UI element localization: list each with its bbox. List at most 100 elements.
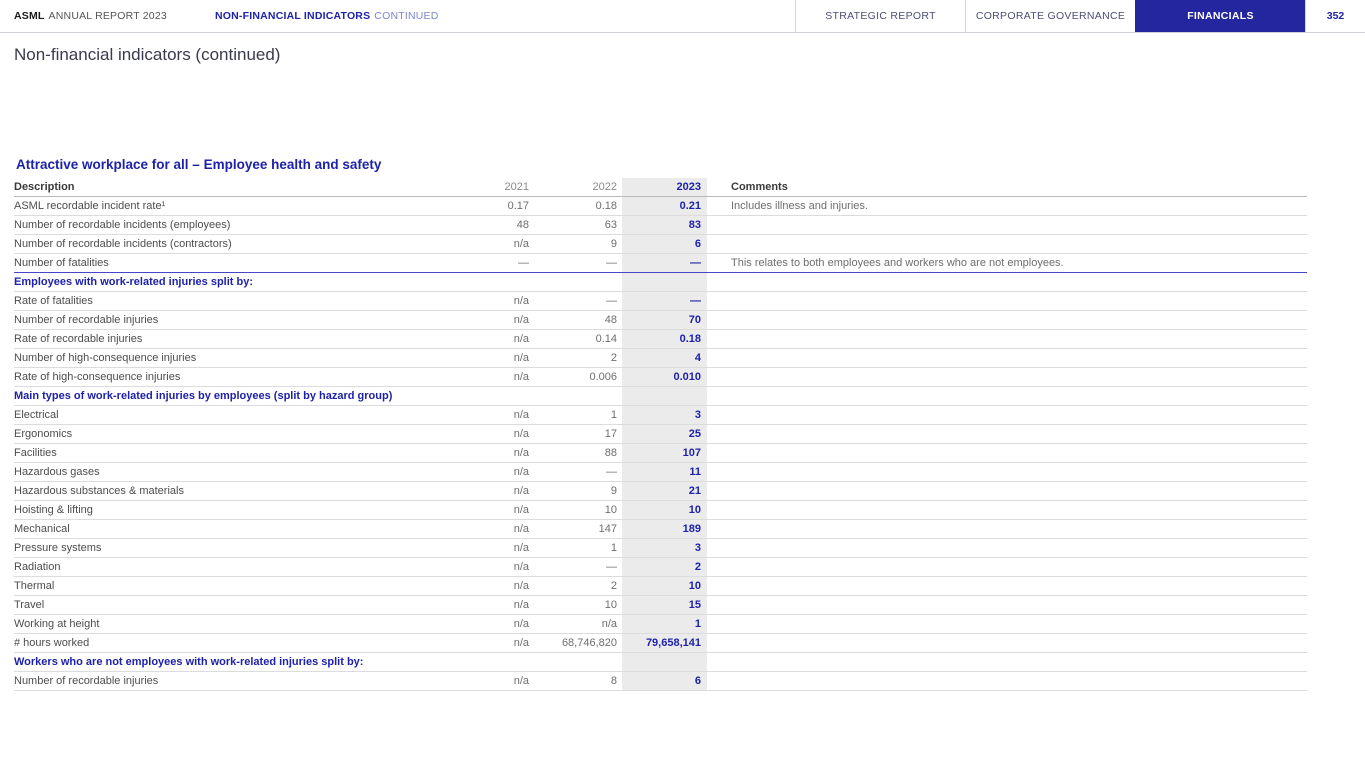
value-2023: 4: [622, 349, 707, 367]
value-2023: 70: [622, 311, 707, 329]
value-2022: —: [606, 561, 617, 573]
value-2022: 9: [610, 485, 617, 497]
value-2023: [622, 387, 707, 405]
value-2021: n/a: [513, 599, 529, 611]
row-comment: [707, 508, 1307, 512]
table-row: Pressure systems n/a 1 3: [14, 539, 1307, 558]
tab-corporate-governance[interactable]: CORPORATE GOVERNANCE: [965, 0, 1135, 32]
value-2022: 88: [604, 447, 617, 459]
value-2023: 79,658,141: [622, 634, 707, 652]
value-2021: 0.17: [507, 200, 529, 212]
value-2021: n/a: [513, 675, 529, 687]
row-label: Hazardous gases: [14, 466, 100, 478]
value-2022: 17: [604, 428, 617, 440]
value-2021: n/a: [513, 542, 529, 554]
value-2022: 0.18: [595, 200, 617, 212]
row-comment: [707, 584, 1307, 588]
row-comment: [707, 451, 1307, 455]
table-row: Working at height n/a n/a 1: [14, 615, 1307, 634]
table-row: Number of recordable incidents (contract…: [14, 235, 1307, 254]
row-comment: [707, 527, 1307, 531]
row-comment: [707, 223, 1307, 227]
row-comment: [707, 356, 1307, 360]
table-section-row: Workers who are not employees with work-…: [14, 653, 1307, 672]
value-2023: 10: [622, 577, 707, 595]
value-2021: [484, 394, 529, 398]
value-2023: 11: [622, 463, 707, 481]
table-row: Rate of recordable injuries n/a 0.14 0.18: [14, 330, 1307, 349]
row-label: Hazardous substances & materials: [14, 485, 184, 497]
row-comment: [707, 641, 1307, 645]
value-2023: 21: [622, 482, 707, 500]
row-label: Number of fatalities: [14, 257, 109, 269]
page-number: 352: [1305, 0, 1365, 32]
value-2023: 189: [622, 520, 707, 538]
column-header-2021: 2021: [504, 181, 529, 193]
table-row: Facilities n/a 88 107: [14, 444, 1307, 463]
value-2021: 48: [516, 219, 529, 231]
table-section-row: Main types of work-related injuries by e…: [14, 387, 1307, 406]
value-2021: n/a: [513, 504, 529, 516]
value-2023: [622, 273, 707, 291]
page-title: Non-financial indicators (continued): [14, 45, 281, 64]
table-row: Travel n/a 10 15: [14, 596, 1307, 615]
row-comment: [707, 470, 1307, 474]
table-row: Number of recordable injuries n/a 48 70: [14, 311, 1307, 330]
value-2021: n/a: [513, 561, 529, 573]
table-row: Hazardous substances & materials n/a 9 21: [14, 482, 1307, 501]
row-comment: [707, 622, 1307, 626]
value-2022: 0.14: [595, 333, 617, 345]
table-row: Rate of high-consequence injuries n/a 0.00…: [14, 368, 1307, 387]
row-comment: [707, 394, 1307, 398]
value-2021: [484, 660, 529, 664]
value-2021: —: [518, 257, 529, 269]
value-2021: n/a: [513, 580, 529, 592]
table-row: Number of high-consequence injuries n/a 2 4: [14, 349, 1307, 368]
value-2022: 1: [610, 409, 617, 421]
row-label: Main types of work-related injuries by e…: [14, 390, 393, 402]
table-section-title: Attractive workplace for all – Employee …: [16, 157, 382, 172]
row-label: Number of recordable incidents (employee…: [14, 219, 231, 231]
row-label: Workers who are not employees with work-…: [14, 656, 364, 668]
value-2021: n/a: [513, 447, 529, 459]
row-label: Rate of recordable injuries: [14, 333, 143, 345]
breadcrumb-suffix: CONTINUED: [374, 10, 439, 22]
row-label: ASML recordable incident rate¹: [14, 200, 166, 212]
row-label: Number of high-consequence injuries: [14, 352, 197, 364]
value-2021: n/a: [513, 466, 529, 478]
table-body: ASML recordable incident rate¹ 0.17 0.18 0.…: [14, 197, 1307, 691]
table-row: Number of recordable injuries n/a 8 6: [14, 672, 1307, 691]
column-header-2022: 2022: [592, 181, 617, 193]
table-row: Rate of fatalities n/a — —: [14, 292, 1307, 311]
row-label: Number of recordable incidents (contract…: [14, 238, 232, 250]
row-label: # hours worked: [14, 637, 90, 649]
value-2021: n/a: [513, 352, 529, 364]
value-2023: 15: [622, 596, 707, 614]
value-2022: n/a: [601, 618, 617, 630]
value-2023: 0.18: [622, 330, 707, 348]
report-brand: ASML ANNUAL REPORT 2023: [0, 0, 215, 32]
value-2022: 2: [610, 580, 617, 592]
value-2023: —: [622, 254, 707, 272]
value-2022: [529, 280, 617, 284]
value-2023: [622, 653, 707, 671]
table-row: Number of recordable incidents (employee…: [14, 216, 1307, 235]
value-2021: n/a: [513, 523, 529, 535]
report-name: ANNUAL REPORT 2023: [48, 10, 167, 22]
value-2022: 68,746,820: [561, 637, 617, 649]
value-2021: n/a: [513, 637, 529, 649]
row-comment: [707, 603, 1307, 607]
value-2022: 2: [610, 352, 617, 364]
value-2022: —: [606, 257, 617, 269]
row-comment: [707, 546, 1307, 550]
tab-financials[interactable]: FINANCIALS: [1135, 0, 1305, 32]
row-label: Radiation: [14, 561, 61, 573]
value-2023: 1: [622, 615, 707, 633]
row-label: Number of recordable injuries: [14, 675, 159, 687]
row-comment: [707, 660, 1307, 664]
value-2023: 3: [622, 406, 707, 424]
value-2023: 2: [622, 558, 707, 576]
value-2022: 48: [604, 314, 617, 326]
tab-strategic-report[interactable]: STRATEGIC REPORT: [795, 0, 965, 32]
value-2023: 6: [622, 235, 707, 253]
